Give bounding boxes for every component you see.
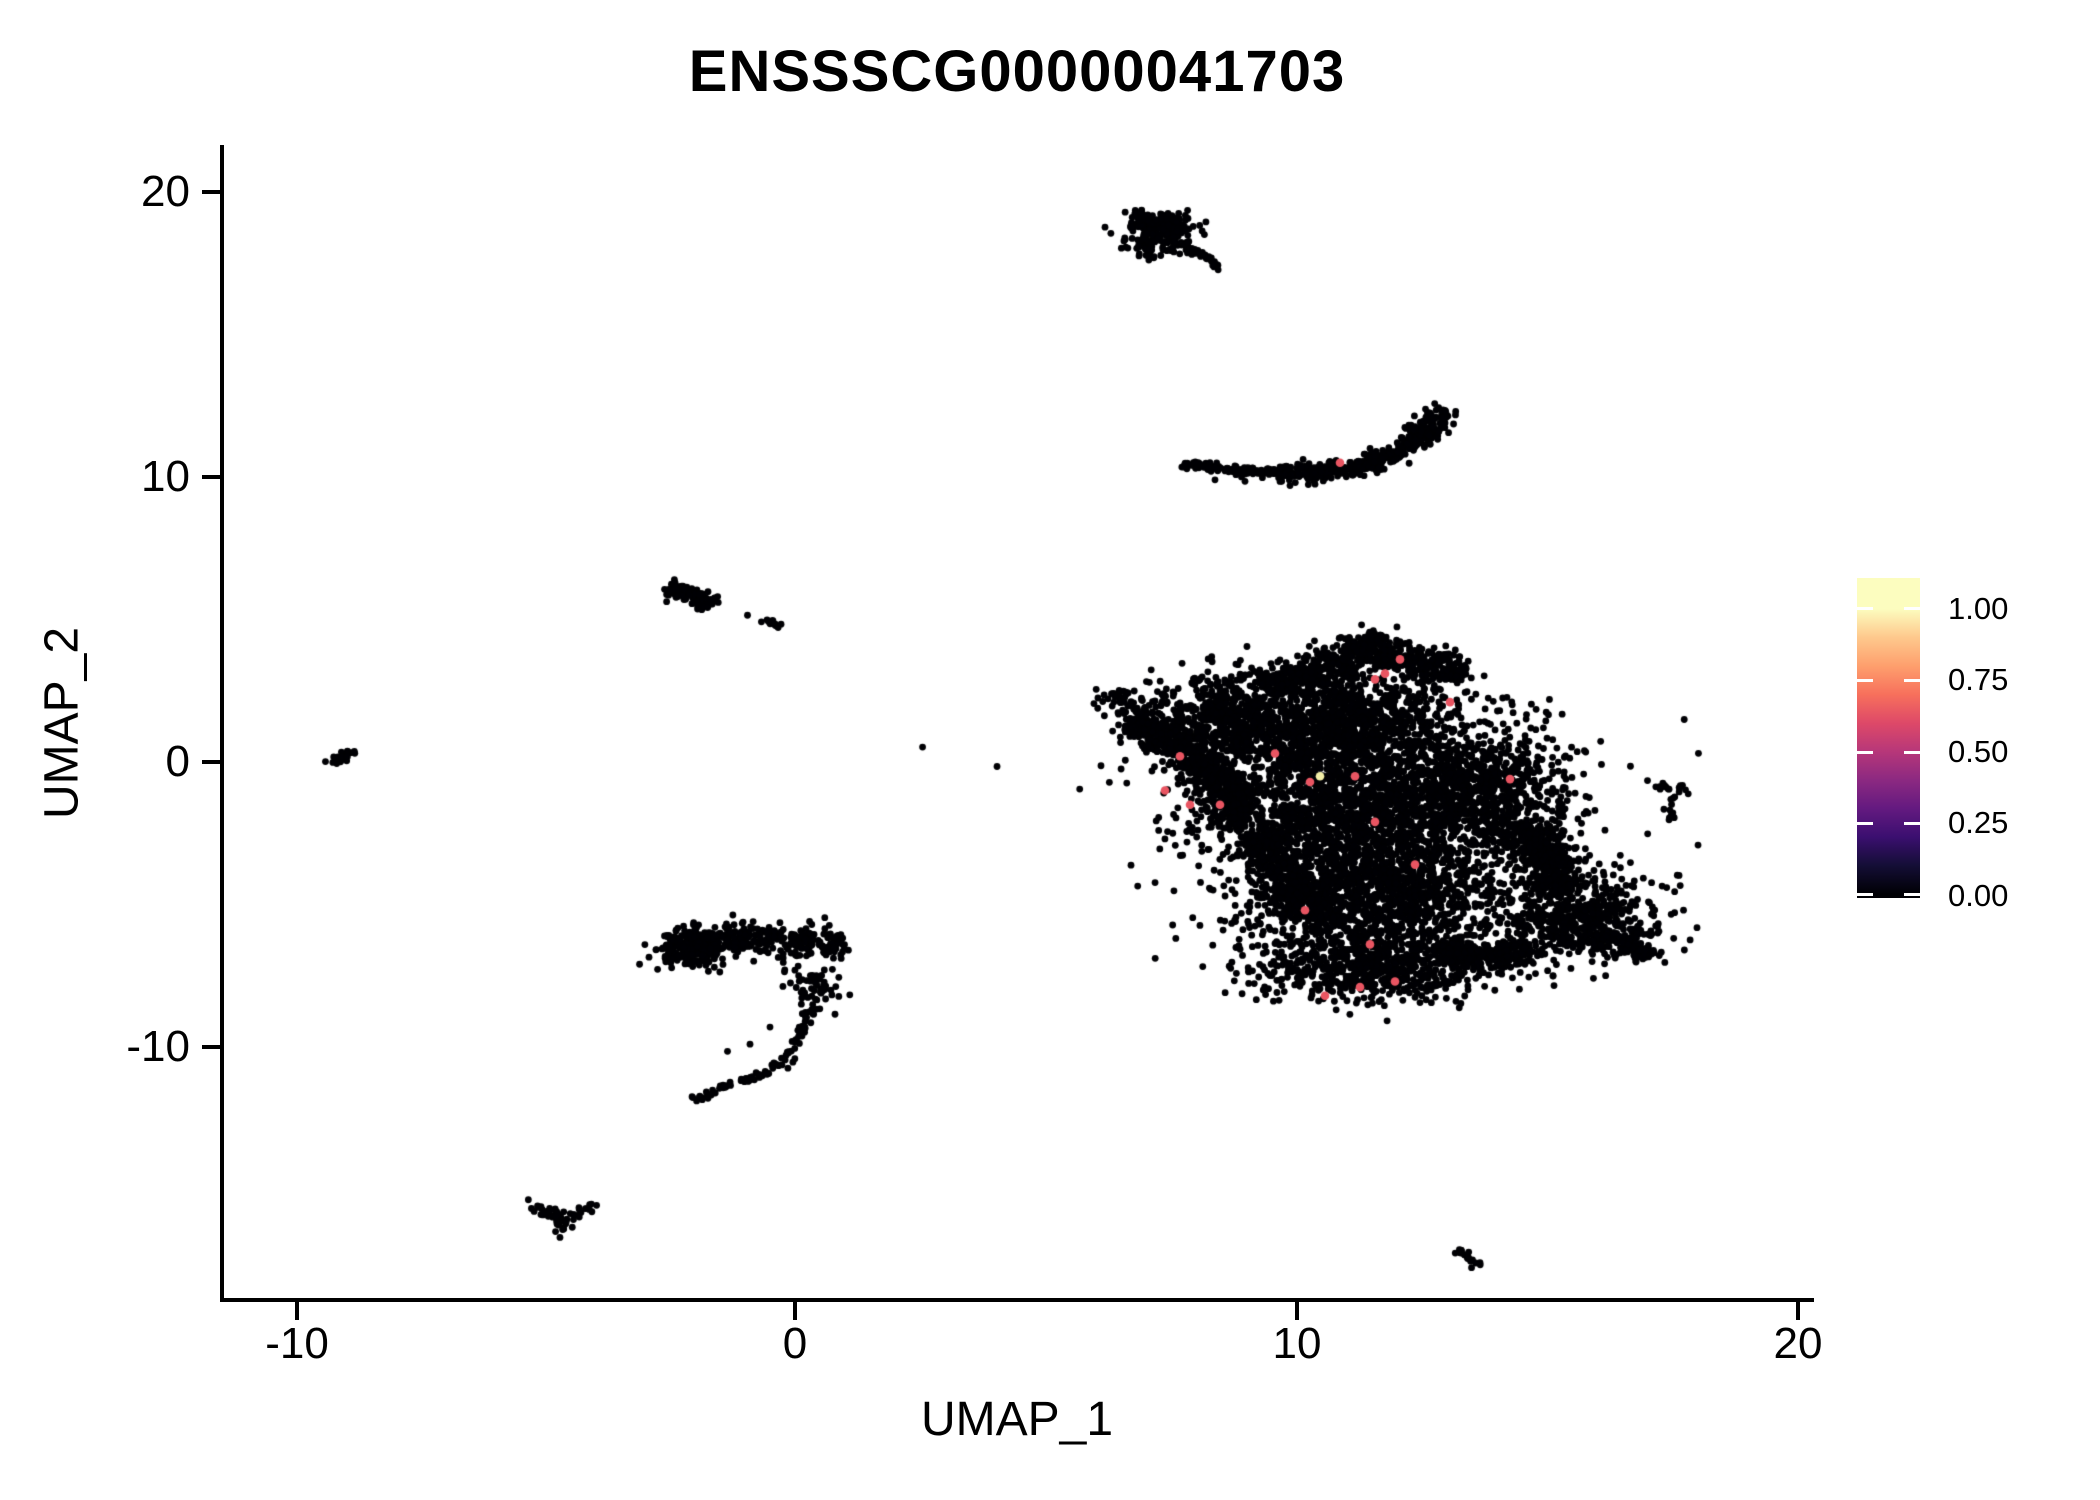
x-axis-line — [220, 1298, 1814, 1302]
y-tick — [202, 1045, 220, 1049]
y-tick — [202, 760, 220, 764]
x-axis-title: UMAP_1 — [920, 1393, 1114, 1446]
x-tick-label: 20 — [1773, 1319, 1823, 1368]
legend-label: 0.00 — [1948, 878, 2009, 913]
y-tick — [202, 475, 220, 479]
legend-tick — [1857, 822, 1873, 825]
legend-tick — [1904, 822, 1920, 825]
legend-tick — [1904, 893, 1920, 896]
y-tick-label: -10 — [126, 1022, 190, 1071]
legend-tick — [1857, 893, 1873, 896]
legend-tick — [1904, 679, 1920, 682]
y-axis-title: UMAP_2 — [35, 626, 89, 820]
x-tick — [295, 1302, 299, 1320]
y-tick-label: 10 — [141, 452, 190, 501]
legend-tick — [1857, 751, 1873, 754]
y-tick-label: 0 — [165, 737, 190, 786]
x-tick-label: 10 — [1272, 1319, 1322, 1368]
legend-label: 0.25 — [1948, 805, 2009, 840]
legend-tick — [1857, 607, 1873, 610]
y-axis-line — [220, 145, 224, 1302]
legend-label: 0.75 — [1948, 662, 2009, 697]
x-tick — [793, 1302, 797, 1320]
legend-tick — [1857, 679, 1873, 682]
x-tick-label: -10 — [265, 1319, 329, 1368]
x-tick-label: 0 — [782, 1319, 808, 1368]
x-tick — [1796, 1302, 1800, 1320]
legend-label: 1.00 — [1948, 591, 2009, 626]
y-tick-label: 20 — [141, 167, 190, 216]
page-title: ENSSSCG00000041703 — [688, 39, 1346, 104]
legend-tick — [1904, 751, 1920, 754]
x-tick — [1295, 1302, 1299, 1320]
legend-label: 0.50 — [1948, 734, 2009, 769]
legend-tick — [1904, 607, 1920, 610]
y-tick — [202, 190, 220, 194]
legend-colorbar — [1857, 578, 1920, 898]
